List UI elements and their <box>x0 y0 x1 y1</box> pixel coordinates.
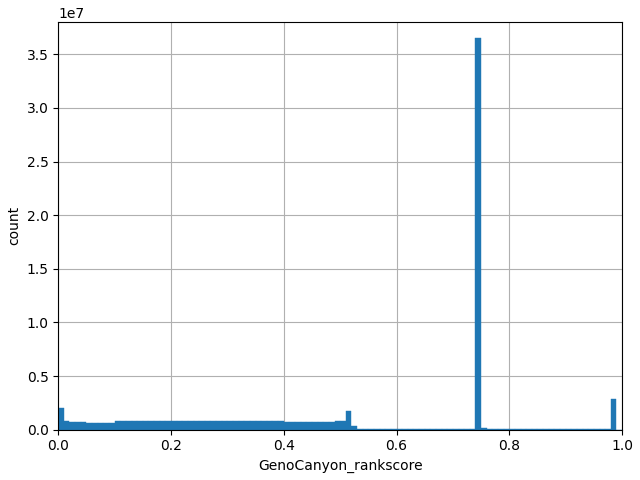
Bar <box>109 423 115 430</box>
Bar <box>126 421 132 430</box>
Bar <box>64 421 70 430</box>
Bar <box>307 421 312 430</box>
Bar <box>312 421 317 430</box>
Y-axis label: count: count <box>7 206 21 245</box>
Bar <box>132 421 137 430</box>
Bar <box>205 421 211 430</box>
Bar <box>160 421 165 430</box>
Bar <box>211 421 216 430</box>
Bar <box>329 421 335 430</box>
Bar <box>351 426 357 430</box>
Bar <box>188 421 193 430</box>
X-axis label: GenoCanyon_rankscore: GenoCanyon_rankscore <box>258 459 422 473</box>
Bar <box>250 421 255 430</box>
Bar <box>221 421 227 430</box>
Bar <box>103 423 109 430</box>
Bar <box>216 421 221 430</box>
Bar <box>255 421 261 430</box>
Bar <box>261 421 267 430</box>
Bar <box>115 421 120 430</box>
Bar <box>284 422 289 430</box>
Bar <box>58 408 64 430</box>
Bar <box>335 421 340 430</box>
Bar <box>611 398 616 430</box>
Bar <box>193 421 199 430</box>
Bar <box>182 421 188 430</box>
Bar <box>267 421 273 430</box>
Bar <box>199 421 205 430</box>
Bar <box>317 421 323 430</box>
Bar <box>244 421 250 430</box>
Bar <box>295 422 301 430</box>
Bar <box>323 421 329 430</box>
Bar <box>346 411 351 430</box>
Bar <box>86 423 92 430</box>
Bar <box>70 422 75 430</box>
Bar <box>476 38 481 430</box>
Bar <box>239 421 244 430</box>
Bar <box>340 421 346 430</box>
Bar <box>165 421 171 430</box>
Bar <box>120 421 126 430</box>
Bar <box>171 421 177 430</box>
Bar <box>177 421 182 430</box>
Bar <box>137 421 143 430</box>
Bar <box>278 421 284 430</box>
Bar <box>481 428 487 430</box>
Bar <box>227 421 233 430</box>
Bar <box>233 421 239 430</box>
Bar <box>289 422 295 430</box>
Bar <box>487 429 492 430</box>
Bar <box>148 421 154 430</box>
Bar <box>81 422 86 430</box>
Bar <box>75 422 81 430</box>
Bar <box>98 423 103 430</box>
Bar <box>273 421 278 430</box>
Bar <box>92 423 98 430</box>
Bar <box>301 421 307 430</box>
Bar <box>143 421 148 430</box>
Bar <box>154 421 160 430</box>
